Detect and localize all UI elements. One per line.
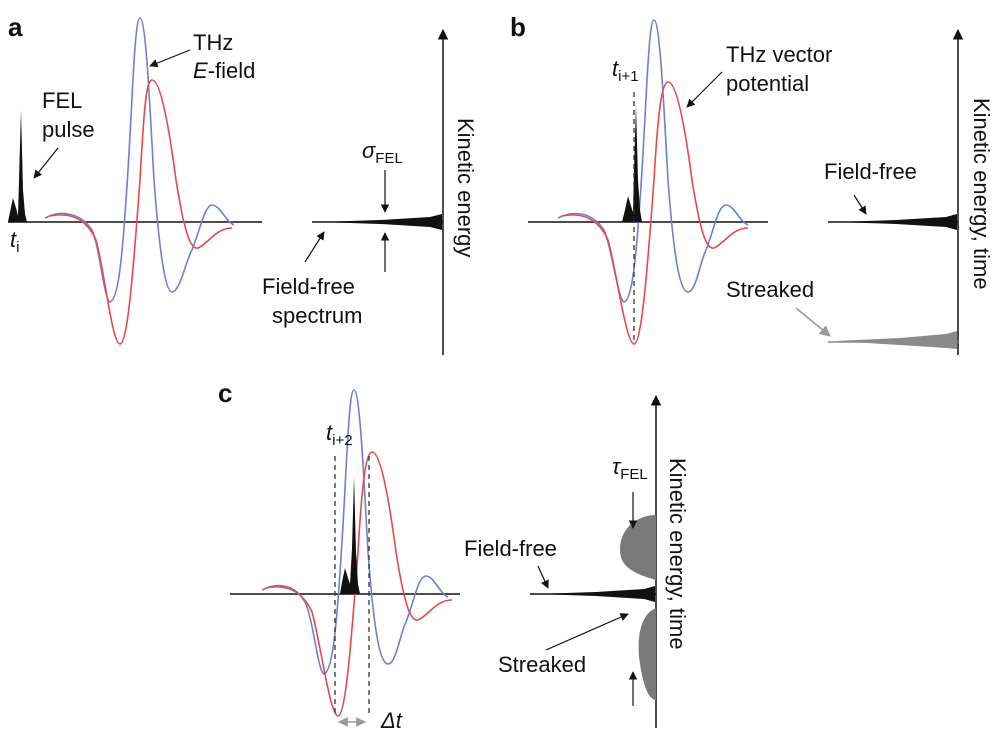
svg-text:ti+1: ti+1 (612, 56, 639, 85)
panel-c-field-free-label: Field-free (464, 536, 557, 561)
panel-a-thz-vector-potential (49, 79, 233, 345)
panel-a-fel-label-2: pulse (42, 117, 95, 142)
panel-a-sigma: σ (362, 138, 376, 163)
svg-text:τFEL: τFEL (612, 454, 648, 483)
panel-b-streaked-arrow (795, 307, 831, 337)
panel-c-tau: τ (612, 454, 622, 479)
panel-a-fel-pulse (8, 110, 27, 222)
panel-a-letter: a (8, 12, 23, 42)
panel-b-time-sub: i+1 (618, 68, 638, 85)
panel-c-letter: c (218, 378, 232, 408)
panel-b-thz-e-field (557, 19, 749, 303)
panel-a: a FEL pulse THz E-field ti σFEL Field-fr… (8, 12, 478, 355)
panel-c-delta-t: Δt (380, 708, 403, 733)
panel-b-letter: b (510, 12, 526, 42)
panel-a-thz-label-1: THz (193, 30, 233, 55)
panel-a-field-free-arrow (304, 231, 325, 263)
panel-a-thz-label-e: E (193, 58, 208, 83)
panel-b-thz-arrow (686, 71, 723, 108)
panel-b-thz-label-1: THz vector (726, 42, 832, 67)
panel-c-axis-label: Kinetic energy, time (665, 458, 690, 650)
panel-a-axis-label: Kinetic energy (453, 118, 478, 257)
panel-c-streaked-arrow (545, 613, 629, 651)
panel-a-thz-label-rest: -field (208, 58, 256, 83)
panel-c-streaked-label: Streaked (498, 652, 586, 677)
panel-a-field-free-2: spectrum (272, 303, 362, 328)
panel-b-field-free-spectrum (836, 214, 957, 230)
panel-c-tau-sub: FEL (620, 466, 648, 483)
panel-c-field-free-spectrum (536, 586, 655, 602)
panel-c-time-sub: i+2 (332, 432, 352, 449)
svg-text:E-field: E-field (193, 58, 255, 83)
panel-a-time-sub: i (16, 239, 19, 256)
svg-text:ti+2: ti+2 (326, 420, 353, 449)
panel-c-field-free-arrow (537, 565, 549, 589)
panel-a-sigma-sub: FEL (375, 150, 403, 167)
panel-b-fel-pulse (622, 105, 642, 222)
panel-a-thz-arrow (149, 49, 191, 68)
svg-text:ti: ti (10, 227, 19, 256)
panel-b-field-free-label: Field-free (824, 159, 917, 184)
panel-c-streaked-spectrum (620, 515, 656, 700)
panel-b-thz-label-2: potential (726, 71, 809, 96)
panel-b-streaked-label: Streaked (726, 277, 814, 302)
panel-a-field-free-1: Field-free (262, 274, 355, 299)
panel-a-fel-label-1: FEL (42, 88, 82, 113)
panel-b-streaked-spectrum (836, 331, 957, 349)
panel-c-thz-vector-potential (265, 451, 453, 717)
panel-a-time-label: t (10, 227, 17, 252)
panel-c-thz-e-field (261, 389, 449, 675)
panel-a-fel-arrow (33, 147, 59, 179)
panel-c-time-label: t (326, 420, 333, 445)
panel-b-axis-label: Kinetic energy, time (969, 98, 994, 290)
panel-a-field-free-spectrum (320, 214, 442, 230)
panel-b-time-label: t (612, 56, 619, 81)
panel-b-field-free-arrow (853, 194, 867, 215)
panel-b-thz-vector-potential (561, 81, 749, 345)
panel-b: b ti+1 THz vector potential Field-free S… (510, 12, 994, 355)
svg-text:σFEL: σFEL (362, 138, 403, 167)
panel-c: c ti+2 Δt τFEL Field-free Streaked Kinet… (218, 378, 690, 733)
panel-c-fel-pulse (340, 476, 360, 594)
